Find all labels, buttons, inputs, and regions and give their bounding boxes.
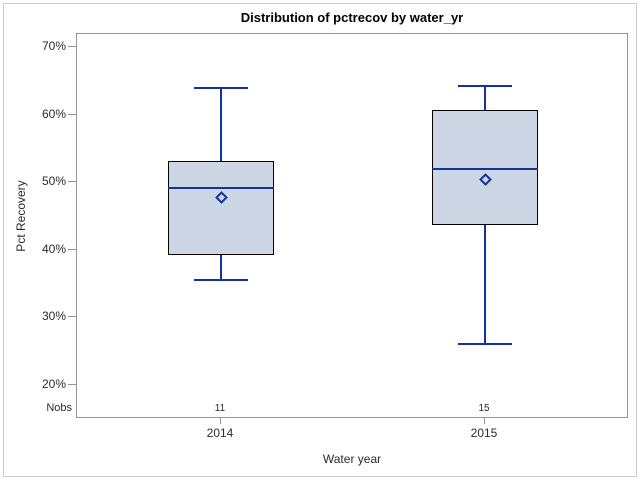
- iqr-box: [432, 109, 538, 226]
- y-tick-mark: [68, 114, 76, 115]
- y-tick-label: 30%: [41, 309, 66, 324]
- plot-area: [76, 33, 628, 418]
- upper-whisker-line: [220, 88, 222, 162]
- x-tick-mark: [220, 418, 221, 424]
- y-tick-label: 40%: [41, 241, 66, 256]
- upper-whisker-cap: [194, 87, 248, 90]
- upper-whisker-cap: [458, 84, 512, 87]
- nobs-value: 15: [478, 403, 490, 414]
- x-category-label: 2014: [206, 426, 234, 440]
- lower-whisker-cap: [458, 343, 512, 346]
- y-tick-mark: [68, 384, 76, 385]
- median-line: [432, 167, 538, 170]
- lower-whisker-cap: [194, 279, 248, 282]
- y-tick-mark: [68, 181, 76, 182]
- x-category-label: 2015: [470, 426, 498, 440]
- y-tick-label: 60%: [41, 106, 66, 121]
- iqr-box: [168, 161, 274, 255]
- lower-whisker-line: [484, 225, 486, 345]
- y-tick-label: 50%: [41, 174, 66, 189]
- x-axis-title: Water year: [322, 452, 382, 466]
- median-line: [168, 186, 274, 189]
- x-tick-mark: [484, 418, 485, 424]
- y-tick-mark: [68, 316, 76, 317]
- y-tick-mark: [68, 249, 76, 250]
- lower-whisker-line: [220, 254, 222, 281]
- y-tick-mark: [68, 46, 76, 47]
- nobs-row-label: Nobs: [46, 402, 72, 414]
- nobs-value: 11: [214, 403, 226, 414]
- chart-title: Distribution of pctrecov by water_yr: [240, 10, 464, 25]
- y-tick-label: 20%: [41, 377, 66, 391]
- y-tick-label: 70%: [41, 39, 66, 53]
- upper-whisker-line: [484, 85, 486, 110]
